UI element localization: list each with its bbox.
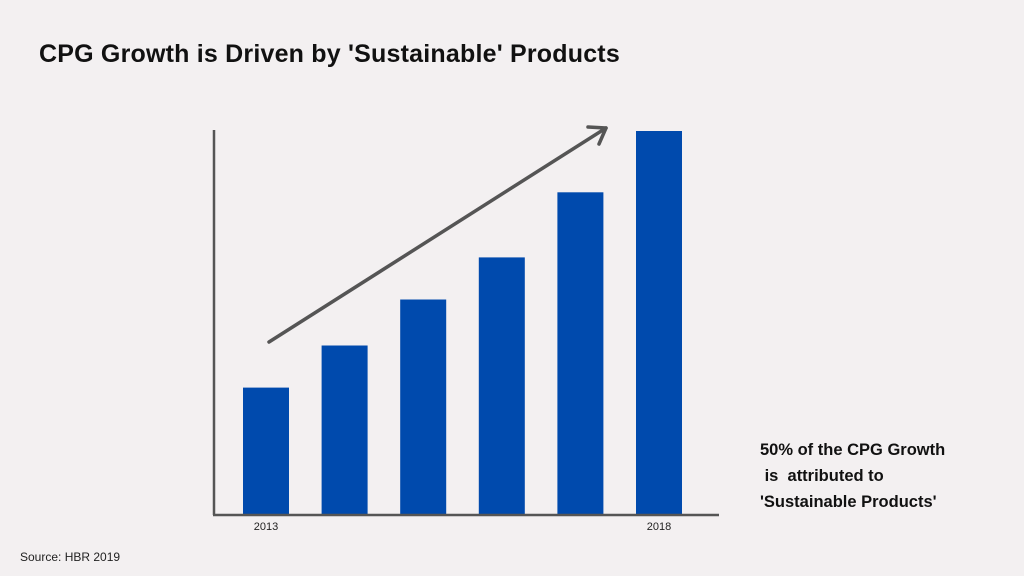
annotation-line-3: 'Sustainable Products' <box>760 493 937 511</box>
bar-2018 <box>636 131 682 514</box>
bar-2015 <box>400 299 447 514</box>
trend-arrow <box>267 125 608 344</box>
x-tick-labels: 2013 2018 <box>254 521 671 533</box>
bars-group <box>243 131 682 515</box>
x-tick-label-2018: 2018 <box>647 521 671 533</box>
annotation-line-2: is attributed to <box>760 467 884 485</box>
bar-2013 <box>243 387 289 514</box>
bar-2016 <box>478 257 525 514</box>
x-tick-label-2013: 2013 <box>254 521 278 533</box>
chart-title: CPG Growth is Driven by 'Sustainable' Pr… <box>39 40 620 68</box>
source-note: Source: HBR 2019 <box>20 550 121 564</box>
annotation-line-1: 50% of the CPG Growth <box>760 441 946 459</box>
growth-annotation: 50% of the CPG Growth is attributed to '… <box>760 437 945 515</box>
bar-2014 <box>321 345 368 514</box>
bar-2017 <box>557 192 604 515</box>
